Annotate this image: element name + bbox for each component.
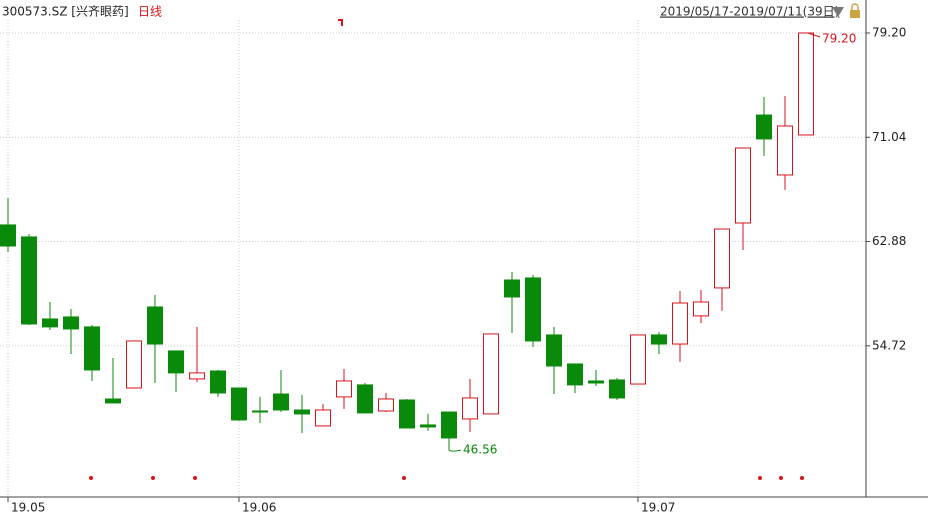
candle-body	[525, 277, 541, 342]
candle-body	[378, 398, 394, 412]
candle-body	[714, 228, 730, 289]
candle-body	[210, 370, 226, 394]
y-tick-label: 62.88	[872, 234, 906, 248]
y-tick-label: 71.04	[872, 130, 906, 144]
x-tick-label: 19.05	[11, 501, 45, 515]
lock-icon[interactable]	[850, 3, 860, 18]
high-marker-label: 79.20	[822, 31, 856, 45]
candle-body	[84, 326, 100, 371]
candle-body	[399, 399, 415, 429]
y-tick-label: 54.72	[872, 338, 906, 352]
period: 日线	[138, 5, 162, 19]
x-tick-label: 19.07	[641, 501, 675, 515]
candle-body	[189, 372, 205, 380]
candle-body	[21, 236, 37, 325]
candle-body	[462, 397, 478, 420]
candle-body	[294, 409, 310, 415]
candle-body	[105, 398, 121, 404]
candle-body	[252, 410, 268, 413]
symbol: 300573.SZ [兴齐眼药]	[2, 4, 129, 19]
candle-body	[546, 334, 562, 367]
candle-body	[42, 318, 58, 328]
candle-body	[609, 379, 625, 399]
marker-icon	[338, 19, 343, 26]
low-marker-label: 46.56	[463, 443, 497, 457]
candle-body	[651, 334, 667, 345]
candle-body	[630, 334, 646, 385]
date-range[interactable]: 2019/05/17-2019/07/11(39日)	[660, 5, 839, 19]
candle-body	[504, 279, 520, 298]
high-marker-arrow	[807, 32, 821, 38]
candle-body	[231, 387, 247, 421]
candle-body	[756, 114, 772, 140]
candle-body	[147, 306, 163, 345]
candle-body	[357, 384, 373, 414]
candle-body	[693, 301, 709, 317]
candle-body	[798, 32, 814, 136]
star-markers	[89, 476, 804, 480]
candle-body	[441, 411, 457, 439]
candle-body	[0, 224, 16, 247]
candle-body	[672, 302, 688, 345]
candle-body	[63, 316, 79, 330]
y-tick-label: 79.20	[872, 25, 906, 39]
x-tick-label: 19.06	[242, 501, 276, 515]
candle-body	[315, 409, 331, 427]
candle-body	[588, 380, 604, 384]
candle-body	[126, 340, 142, 389]
candle-body	[336, 380, 352, 398]
candle-body	[735, 147, 751, 224]
candle-body	[273, 393, 289, 411]
candle-body	[777, 125, 793, 176]
candle-body	[483, 333, 499, 415]
candle-body	[420, 424, 436, 428]
dropdown-icon[interactable]	[832, 7, 844, 17]
candle-body	[168, 350, 184, 374]
low-marker-arrow	[448, 449, 462, 452]
candle-body	[567, 363, 583, 386]
